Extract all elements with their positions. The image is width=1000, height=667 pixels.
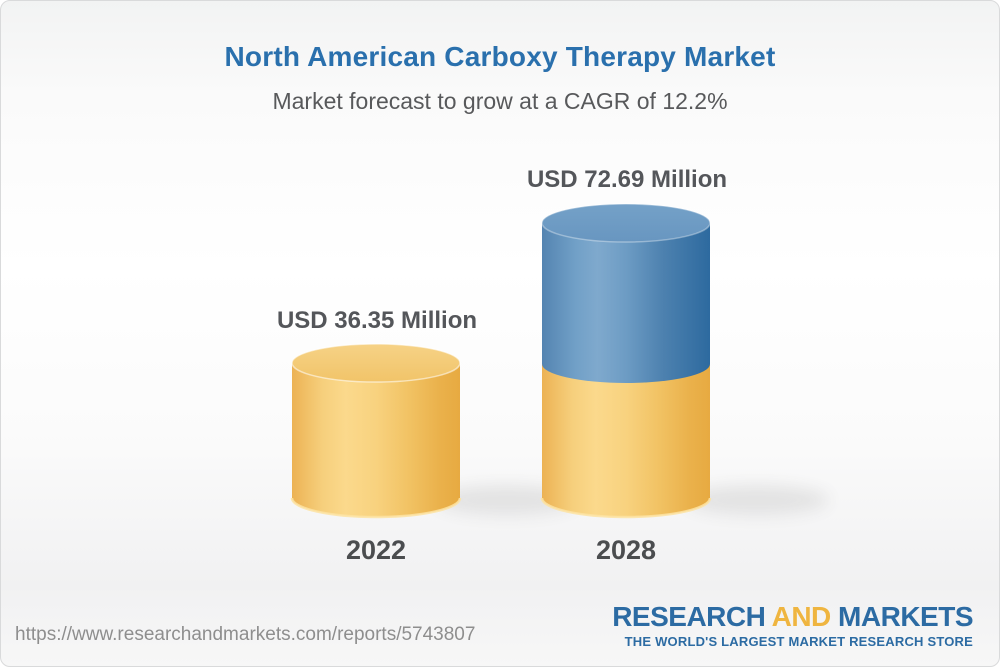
report-url: https://www.researchandmarkets.com/repor… bbox=[15, 624, 476, 645]
logo-word-research: RESEARCH bbox=[612, 601, 766, 632]
page-subtitle: Market forecast to grow at a CAGR of 12.… bbox=[272, 88, 728, 114]
brand-logo: RESEARCH AND MARKETS THE WORLD'S LARGEST… bbox=[612, 603, 973, 650]
bar-value-label-2022: USD 36.35 Million bbox=[276, 307, 478, 334]
cylinder-shadow-2028 bbox=[685, 485, 829, 515]
cylinder-2028-blue-segment bbox=[542, 223, 710, 383]
brand-logo-title: RESEARCH AND MARKETS bbox=[612, 603, 973, 631]
x-axis-label-2028: 2028 bbox=[595, 535, 657, 565]
cylinder-2028 bbox=[540, 203, 712, 519]
x-axis-label-2022: 2022 bbox=[345, 535, 407, 565]
logo-word-markets: MARKETS bbox=[838, 601, 973, 632]
page-title: North American Carboxy Therapy Market bbox=[224, 41, 776, 72]
logo-word-and: AND bbox=[771, 601, 832, 632]
bar-value-label-2028: USD 72.69 Million bbox=[526, 166, 728, 193]
logo-tagline: THE WORLD'S LARGEST MARKET RESEARCH STOR… bbox=[624, 634, 973, 649]
cylinder-2022 bbox=[290, 343, 462, 519]
cylinder-2028-yellow-segment bbox=[542, 364, 710, 517]
